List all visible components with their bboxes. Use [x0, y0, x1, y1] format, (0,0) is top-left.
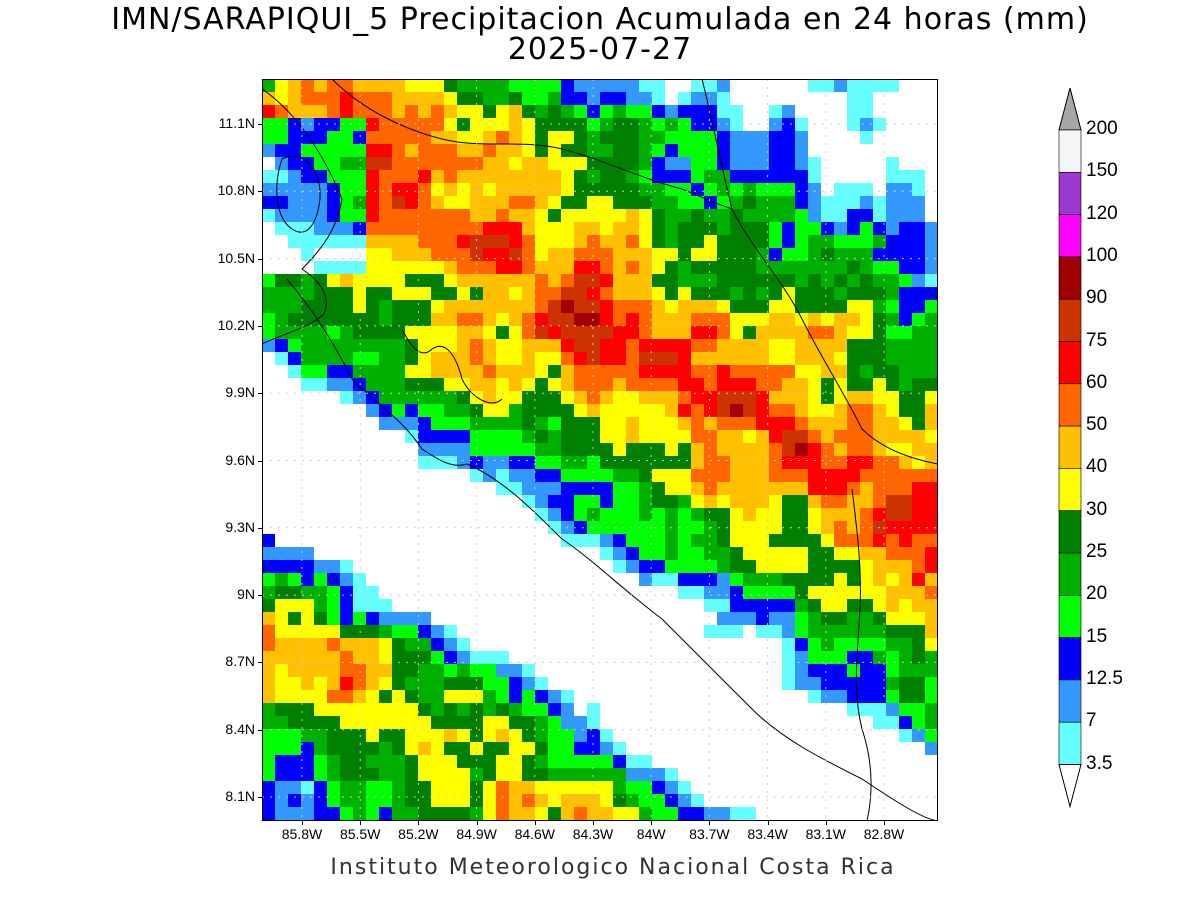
lon-tick-mark [651, 821, 653, 825]
chart-title: IMN/SARAPIQUI_5 Precipitacion Acumulada … [111, 2, 1089, 37]
colorbar [1058, 88, 1082, 809]
colorbar-label: 20 [1086, 583, 1108, 605]
colorbar-label: 25 [1086, 541, 1108, 562]
colorbar-label: 90 [1086, 287, 1108, 309]
lon-tick-label: 84W [636, 826, 666, 842]
colorbar-label: 150 [1086, 160, 1118, 182]
colorbar-label: 60 [1086, 371, 1108, 393]
coastline-pacific-central [466, 463, 938, 821]
lat-tick-mark [258, 191, 262, 193]
colorbar-swatch [1058, 172, 1082, 215]
colorbar-swatch [1058, 129, 1082, 173]
nicoya-peninsula-coast [286, 278, 468, 466]
lon-tick-label: 85.8W [281, 826, 323, 842]
colorbar-label: 200 [1086, 118, 1118, 139]
lat-tick-mark [258, 124, 262, 125]
lat-tick-label: 10.8N [217, 182, 255, 199]
colorbar-swatch [1058, 425, 1082, 469]
lon-tick-label: 84.6W [514, 826, 556, 842]
lon-tick-label: 84.9W [456, 826, 497, 842]
lat-tick-mark [258, 729, 262, 731]
lon-tick-mark [534, 821, 536, 825]
colorbar-label: 30 [1086, 498, 1108, 520]
colorbar-swatch [1058, 721, 1082, 765]
gulf-nicoya-coast [401, 328, 503, 404]
colorbar-label: 12.5 [1086, 667, 1123, 689]
colorbar-label: 120 [1086, 202, 1118, 224]
lat-tick-label: 8.4N [225, 720, 255, 737]
colorbar-swatch [1058, 679, 1082, 723]
colorbar-top-arrow [1058, 88, 1082, 131]
lon-tick-label: 83.7W [689, 826, 730, 842]
lon-tick-mark [593, 821, 594, 825]
lon-tick-label: 83.1W [805, 826, 847, 842]
lon-tick-mark [767, 821, 769, 825]
colorbar-swatch [1058, 298, 1082, 342]
lon-tick-mark [884, 821, 885, 825]
lat-tick-mark [258, 797, 262, 798]
lat-tick-mark [258, 460, 262, 462]
colorbar-label: 40 [1086, 456, 1108, 478]
lat-tick-label: 10.2N [217, 316, 255, 333]
chart-date: 2025-07-27 [507, 32, 693, 67]
lat-tick-label: 8.1N [225, 788, 255, 804]
lat-tick-label: 11.1N [218, 115, 255, 131]
lat-tick-label: 8.7N [225, 653, 255, 670]
lon-tick-mark [360, 821, 362, 825]
lon-tick-mark [418, 821, 420, 825]
colorbar-bottom-arrow [1058, 764, 1082, 809]
colorbar-swatch [1058, 214, 1082, 258]
lat-tick-label: 9.9N [225, 384, 255, 401]
precipitation-map [262, 79, 938, 821]
colorbar-label: 7 [1086, 710, 1097, 732]
colorbar-swatch [1058, 256, 1082, 300]
colorbar-swatch [1058, 468, 1082, 511]
lat-tick-mark [258, 258, 262, 260]
lat-tick-mark [258, 325, 262, 327]
lat-tick-label: 9.3N [225, 518, 255, 535]
colorbar-swatch [1058, 594, 1082, 638]
lat-tick-mark [258, 662, 262, 664]
border-panama [851, 488, 872, 821]
colorbar-label: 3.5 [1086, 752, 1113, 774]
colorbar-label: 50 [1086, 414, 1108, 436]
lon-tick-mark [476, 821, 478, 825]
lon-tick-mark [302, 821, 303, 825]
colorbar-label: 15 [1086, 625, 1108, 647]
lon-tick-mark [825, 821, 827, 825]
colorbar-swatch [1058, 383, 1082, 427]
lon-tick-label: 83.4W [747, 826, 788, 842]
colorbar-label: 100 [1086, 244, 1118, 266]
lat-tick-mark [258, 393, 262, 395]
colorbar-swatch [1058, 341, 1082, 385]
colorbar-swatch [1058, 510, 1082, 554]
lat-tick-mark [258, 527, 262, 529]
lat-tick-mark [258, 595, 262, 597]
lon-tick-label: 85.5W [339, 826, 381, 842]
credit-line: Instituto Meteorologico Nacional Costa R… [330, 855, 896, 880]
colorbar-label: 75 [1086, 329, 1108, 351]
lat-tick-label: 9N [237, 586, 255, 603]
lon-tick-label: 84.3W [572, 826, 614, 842]
coastline-pacific-north [262, 88, 343, 345]
lake-nicaragua [276, 156, 321, 233]
lon-tick-label: 85.2W [398, 826, 439, 842]
lat-tick-label: 9.6N [225, 451, 255, 468]
colorbar-swatch [1058, 552, 1082, 596]
lat-tick-label: 10.5N [217, 249, 255, 266]
colorbar-swatch [1058, 637, 1082, 681]
lon-tick-label: 82.8W [863, 826, 905, 842]
lon-tick-mark [709, 821, 711, 825]
caribbean-coast [701, 79, 938, 465]
